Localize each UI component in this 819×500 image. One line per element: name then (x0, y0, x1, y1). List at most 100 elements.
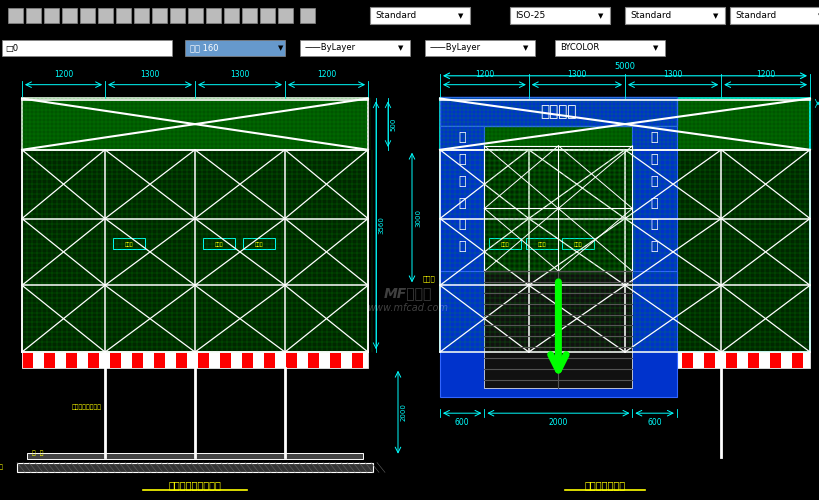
Text: Standard: Standard (734, 12, 776, 20)
Bar (143, 352, 154, 368)
Bar (165, 352, 176, 368)
Bar (450, 352, 461, 368)
Bar (264, 352, 274, 368)
Bar (604, 352, 615, 368)
Text: 告示牌: 告示牌 (573, 242, 582, 247)
Bar (692, 352, 704, 368)
Bar (300, 8, 314, 23)
Bar (33, 352, 44, 368)
Bar (242, 352, 253, 368)
Bar (319, 352, 329, 368)
Bar (631, 126, 676, 312)
Bar (363, 352, 368, 368)
Text: 安全通道: 安全通道 (540, 104, 576, 119)
Bar (113, 238, 145, 249)
Text: 3000: 3000 (414, 208, 420, 226)
Bar (791, 352, 802, 368)
Bar (133, 8, 149, 23)
Bar (637, 352, 648, 368)
Bar (648, 352, 659, 368)
Bar (572, 352, 582, 368)
Text: 1200: 1200 (755, 70, 774, 79)
Text: □0: □0 (5, 44, 18, 52)
Bar (526, 238, 558, 249)
Bar (516, 352, 527, 368)
Text: ——ByLayer: ——ByLayer (429, 44, 481, 52)
Text: ▼: ▼ (278, 45, 283, 51)
Bar (206, 8, 221, 23)
Text: 2000: 2000 (548, 418, 568, 427)
Bar (725, 352, 736, 368)
Bar (495, 352, 505, 368)
Bar (154, 352, 165, 368)
Text: 安: 安 (650, 175, 658, 188)
Bar (758, 352, 769, 368)
Bar (286, 352, 296, 368)
Bar (440, 98, 809, 150)
Text: 安全通道正立面: 安全通道正立面 (584, 480, 625, 490)
Text: ▼: ▼ (458, 13, 463, 19)
Text: 1200: 1200 (474, 70, 493, 79)
Bar (99, 352, 110, 368)
Bar (170, 8, 185, 23)
Bar (260, 8, 274, 23)
Text: 告示牌: 告示牌 (500, 242, 509, 247)
Text: 告示牌: 告示牌 (255, 242, 263, 247)
Bar (780, 352, 791, 368)
Text: 脚手板: 脚手板 (422, 276, 434, 282)
Bar (224, 8, 238, 23)
Bar (615, 352, 627, 368)
Text: 安全通道标准侧面图: 安全通道标准侧面图 (169, 480, 221, 490)
Bar (80, 8, 95, 23)
FancyBboxPatch shape (729, 7, 819, 24)
FancyBboxPatch shape (185, 40, 285, 56)
Text: 颜色 160: 颜色 160 (190, 44, 218, 52)
Text: 全: 全 (650, 196, 658, 209)
Bar (209, 352, 219, 368)
Bar (121, 352, 132, 368)
Bar (62, 8, 77, 23)
Text: 2000: 2000 (400, 404, 406, 421)
Text: Standard: Standard (374, 12, 416, 20)
Text: 告示牌: 告示牌 (537, 242, 546, 247)
Text: 安: 安 (458, 175, 465, 188)
Bar (242, 8, 256, 23)
FancyBboxPatch shape (554, 40, 664, 56)
Text: 1300: 1300 (663, 70, 682, 79)
Bar (22, 352, 33, 368)
Bar (253, 352, 264, 368)
Text: 识: 识 (650, 240, 658, 253)
FancyBboxPatch shape (2, 40, 172, 56)
Bar (550, 352, 560, 368)
Text: ▼: ▼ (397, 45, 403, 51)
Bar (483, 352, 495, 368)
Bar (110, 352, 121, 368)
Bar (115, 8, 131, 23)
Bar (440, 150, 809, 352)
Bar (188, 8, 203, 23)
Text: Standard: Standard (629, 12, 671, 20)
Text: BYCOLOR: BYCOLOR (559, 44, 599, 52)
FancyBboxPatch shape (369, 7, 469, 24)
Text: MF沐风网: MF沐风网 (383, 286, 432, 300)
Text: ▼: ▼ (597, 13, 603, 19)
Bar (197, 352, 209, 368)
Bar (308, 352, 319, 368)
Bar (440, 126, 484, 312)
Bar (593, 352, 604, 368)
Bar (274, 352, 286, 368)
Bar (66, 352, 77, 368)
Text: 500: 500 (390, 118, 396, 131)
Bar (203, 238, 235, 249)
Text: 化: 化 (458, 153, 465, 166)
Bar (219, 352, 231, 368)
Bar (132, 352, 143, 368)
Text: ISO-25: ISO-25 (514, 12, 545, 20)
Bar (473, 352, 483, 368)
Text: ▼: ▼ (523, 45, 527, 51)
Text: 1200: 1200 (316, 70, 336, 79)
Bar (489, 238, 521, 249)
Text: 1300: 1300 (567, 70, 586, 79)
Bar (440, 96, 676, 126)
Bar (77, 352, 88, 368)
